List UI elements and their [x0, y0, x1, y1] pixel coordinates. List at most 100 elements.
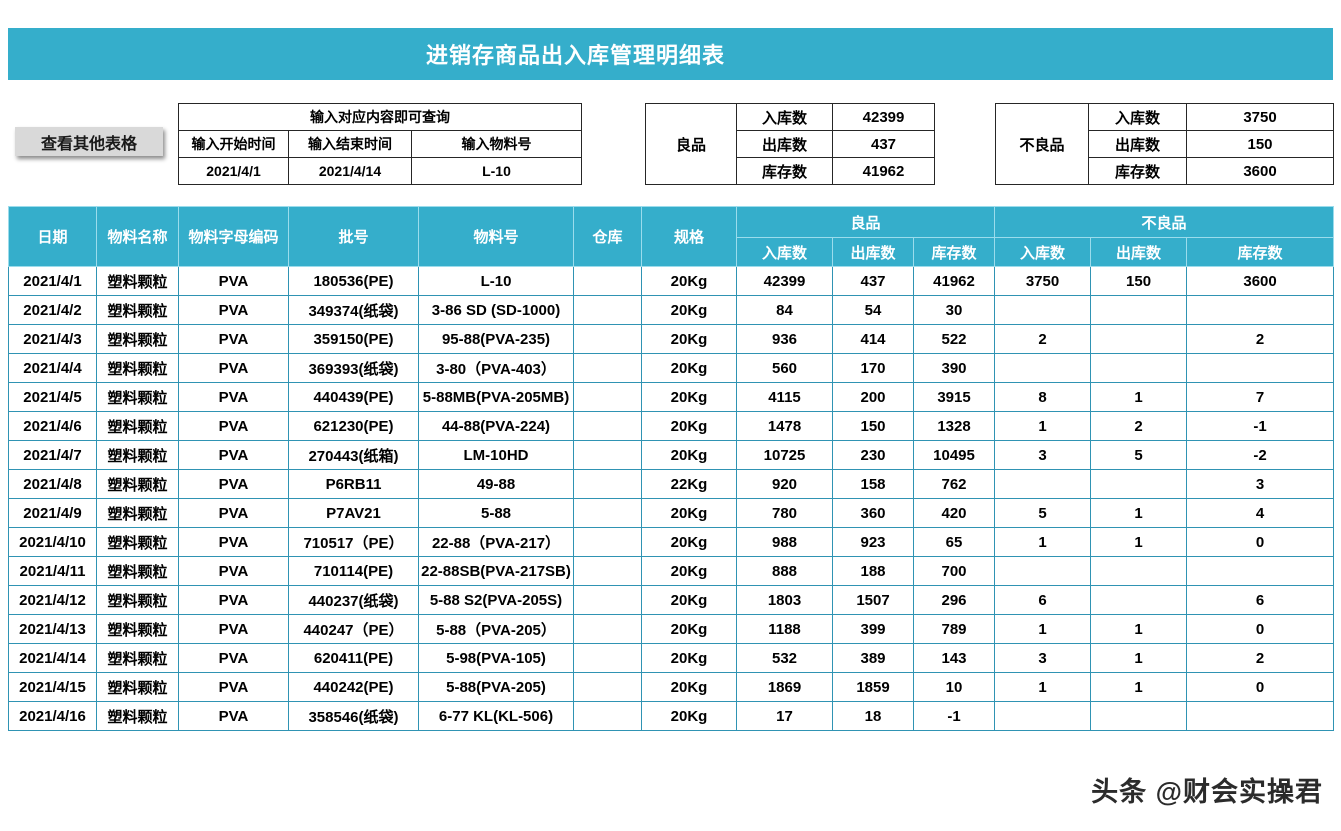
cell-bad-out[interactable]: 5	[1090, 440, 1188, 470]
cell-material_name[interactable]: 塑料颗粒	[96, 440, 179, 470]
cell-material_code[interactable]: PVA	[178, 527, 289, 557]
cell-spec[interactable]: 20Kg	[641, 527, 737, 557]
cell-material_code[interactable]: PVA	[178, 440, 289, 470]
cell-material_no[interactable]: 5-88（PVA-205）	[418, 614, 574, 644]
cell-batch_no[interactable]: 358546(纸袋)	[288, 701, 419, 731]
cell-good-out[interactable]: 923	[832, 527, 914, 557]
cell-material_name[interactable]: 塑料颗粒	[96, 585, 179, 615]
cell-bad-out[interactable]: 1	[1090, 498, 1188, 528]
cell-warehouse[interactable]	[573, 411, 642, 441]
cell-material_name[interactable]: 塑料颗粒	[96, 295, 179, 325]
cell-date[interactable]: 2021/4/15	[8, 672, 97, 702]
cell-bad-out[interactable]: 1	[1090, 527, 1188, 557]
cell-bad-in[interactable]	[994, 469, 1092, 499]
cell-bad-stock[interactable]: 4	[1186, 498, 1335, 528]
cell-warehouse[interactable]	[573, 440, 642, 470]
cell-warehouse[interactable]	[573, 672, 642, 702]
cell-good-out[interactable]: 399	[832, 614, 914, 644]
cell-material_code[interactable]: PVA	[178, 382, 289, 412]
cell-good-in[interactable]: 560	[736, 353, 833, 383]
cell-good-stock[interactable]: 10	[912, 672, 996, 702]
cell-bad-out[interactable]: 1	[1090, 672, 1188, 702]
cell-material_code[interactable]: PVA	[178, 295, 289, 325]
cell-spec[interactable]: 20Kg	[641, 266, 737, 296]
cell-good-in[interactable]: 888	[736, 556, 833, 586]
cell-batch_no[interactable]: 369393(纸袋)	[288, 353, 419, 383]
cell-good-stock[interactable]: 10495	[912, 440, 996, 470]
cell-good-in[interactable]: 1478	[736, 411, 833, 441]
cell-bad-in[interactable]	[994, 295, 1092, 325]
cell-good-stock[interactable]: 420	[912, 498, 996, 528]
cell-batch_no[interactable]: P7AV21	[288, 498, 419, 528]
cell-good-in[interactable]: 988	[736, 527, 833, 557]
cell-good-in[interactable]: 84	[736, 295, 833, 325]
cell-material_name[interactable]: 塑料颗粒	[96, 527, 179, 557]
cell-material_name[interactable]: 塑料颗粒	[96, 469, 179, 499]
cell-good-out[interactable]: 188	[832, 556, 914, 586]
cell-material_no[interactable]: 6-77 KL(KL-506)	[418, 701, 574, 731]
cell-good-out[interactable]: 389	[832, 643, 914, 673]
cell-good-stock[interactable]: 143	[912, 643, 996, 673]
cell-date[interactable]: 2021/4/13	[8, 614, 97, 644]
cell-good-in[interactable]: 4115	[736, 382, 833, 412]
cell-batch_no[interactable]: 440237(纸袋)	[288, 585, 419, 615]
cell-bad-in[interactable]: 3750	[994, 266, 1092, 296]
cell-spec[interactable]: 20Kg	[641, 295, 737, 325]
cell-warehouse[interactable]	[573, 527, 642, 557]
cell-material_no[interactable]: LM-10HD	[418, 440, 574, 470]
cell-bad-in[interactable]: 3	[994, 440, 1092, 470]
cell-date[interactable]: 2021/4/11	[8, 556, 97, 586]
cell-batch_no[interactable]: 440247（PE）	[288, 614, 419, 644]
cell-material_name[interactable]: 塑料颗粒	[96, 643, 179, 673]
cell-batch_no[interactable]: 621230(PE)	[288, 411, 419, 441]
cell-bad-out[interactable]: 2	[1090, 411, 1188, 441]
cell-bad-stock[interactable]: 0	[1186, 527, 1335, 557]
cell-batch_no[interactable]: 620411(PE)	[288, 643, 419, 673]
cell-bad-in[interactable]: 2	[994, 324, 1092, 354]
cell-good-stock[interactable]: 700	[912, 556, 996, 586]
cell-bad-out[interactable]: 1	[1090, 382, 1188, 412]
cell-good-out[interactable]: 150	[832, 411, 914, 441]
cell-date[interactable]: 2021/4/7	[8, 440, 97, 470]
cell-bad-out[interactable]	[1090, 295, 1188, 325]
cell-bad-stock[interactable]: 2	[1186, 643, 1335, 673]
cell-good-out[interactable]: 158	[832, 469, 914, 499]
cell-spec[interactable]: 20Kg	[641, 353, 737, 383]
cell-material_code[interactable]: PVA	[178, 498, 289, 528]
cell-material_no[interactable]: 5-88MB(PVA-205MB)	[418, 382, 574, 412]
cell-material_code[interactable]: PVA	[178, 266, 289, 296]
cell-good-stock[interactable]: 41962	[912, 266, 996, 296]
cell-warehouse[interactable]	[573, 266, 642, 296]
cell-material_no[interactable]: 5-88(PVA-205)	[418, 672, 574, 702]
cell-bad-stock[interactable]: 7	[1186, 382, 1335, 412]
cell-batch_no[interactable]: 440242(PE)	[288, 672, 419, 702]
cell-good-out[interactable]: 414	[832, 324, 914, 354]
cell-material_code[interactable]: PVA	[178, 585, 289, 615]
cell-warehouse[interactable]	[573, 556, 642, 586]
cell-bad-stock[interactable]: 3	[1186, 469, 1335, 499]
cell-bad-stock[interactable]	[1186, 353, 1335, 383]
cell-good-stock[interactable]: 1328	[912, 411, 996, 441]
cell-date[interactable]: 2021/4/10	[8, 527, 97, 557]
cell-bad-stock[interactable]: -1	[1186, 411, 1335, 441]
cell-batch_no[interactable]: 349374(纸袋)	[288, 295, 419, 325]
cell-date[interactable]: 2021/4/9	[8, 498, 97, 528]
cell-spec[interactable]: 20Kg	[641, 614, 737, 644]
cell-material_name[interactable]: 塑料颗粒	[96, 324, 179, 354]
cell-good-in[interactable]: 42399	[736, 266, 833, 296]
cell-material_name[interactable]: 塑料颗粒	[96, 672, 179, 702]
cell-bad-out[interactable]	[1090, 469, 1188, 499]
cell-good-stock[interactable]: 65	[912, 527, 996, 557]
cell-date[interactable]: 2021/4/14	[8, 643, 97, 673]
cell-date[interactable]: 2021/4/5	[8, 382, 97, 412]
cell-good-stock[interactable]: 522	[912, 324, 996, 354]
cell-bad-in[interactable]	[994, 701, 1092, 731]
cell-bad-out[interactable]: 1	[1090, 643, 1188, 673]
cell-good-in[interactable]: 920	[736, 469, 833, 499]
cell-good-in[interactable]: 780	[736, 498, 833, 528]
cell-good-out[interactable]: 200	[832, 382, 914, 412]
material-no-input[interactable]: L-10	[411, 157, 582, 185]
cell-bad-in[interactable]	[994, 556, 1092, 586]
cell-bad-stock[interactable]	[1186, 556, 1335, 586]
cell-spec[interactable]: 20Kg	[641, 672, 737, 702]
